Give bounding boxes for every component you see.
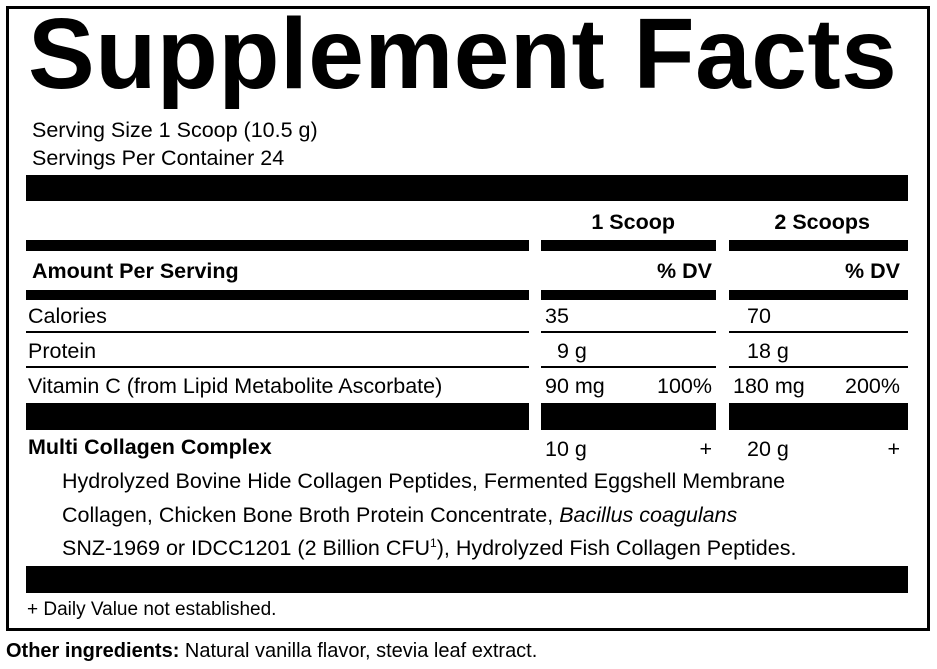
column-header-1-scoop: 1 Scoop [591,210,675,234]
row-divider [26,331,529,333]
other-ingredients-text: Natural vanilla flavor, stevia leaf extr… [179,640,538,662]
blend-dv-1: + [699,437,712,461]
blend-text: Collagen, Chicken Bone Broth Protein Con… [62,503,560,527]
amount-per-serving-label: Amount Per Serving [32,259,239,283]
footnote-marker: 1 [430,536,437,550]
column-header-2-scoops: 2 Scoops [774,210,870,234]
divider-bar [26,240,529,251]
servings-per-container: Servings Per Container 24 [32,146,285,170]
divider-bar [729,403,908,430]
divider-bar [541,403,716,430]
row-divider [729,366,908,368]
blend-ingredients-line: SNZ-1969 or IDCC1201 (2 Billion CFU1), H… [62,535,796,561]
divider-bar [26,290,529,300]
nutrient-amount-1: 90 mg [545,374,605,398]
row-divider [541,366,716,368]
nutrient-amount-2: 180 mg [733,374,805,398]
blend-text: ), Hydrolyzed Fish Collagen Peptides. [436,536,797,560]
blend-dv-2: + [887,437,900,461]
nutrient-name: Protein [28,339,97,363]
panel-title: Supplement Facts [28,0,898,110]
nutrient-amount-2: 70 [747,304,771,328]
supplement-facts-panel [6,6,930,631]
blend-text: SNZ-1969 or IDCC1201 (2 Billion CFU [62,536,431,560]
divider-bar [26,175,908,201]
divider-bar [541,290,716,300]
nutrient-amount-1: 35 [545,304,569,328]
other-ingredients-label: Other ingredients: [6,640,180,662]
blend-amount-1: 10 g [545,437,587,461]
divider-bar [541,240,716,251]
row-divider [541,331,716,333]
row-divider [729,331,908,333]
serving-size: Serving Size 1 Scoop (10.5 g) [32,118,318,142]
divider-bar [26,403,529,430]
blend-text-italic: Bacillus coagulans [559,503,738,527]
blend-ingredients-line: Hydrolyzed Bovine Hide Collagen Peptides… [62,469,786,493]
blend-amount-2: 20 g [747,437,789,461]
footnote: + Daily Value not established. [27,599,277,620]
blend-ingredients-line: Collagen, Chicken Bone Broth Protein Con… [62,502,737,528]
divider-bar [26,566,908,593]
dv-label-1: % DV [657,259,712,283]
nutrient-name: Calories [28,304,107,328]
dv-label-2: % DV [845,259,900,283]
nutrient-name: Vitamin C (from Lipid Metabolite Ascorba… [28,374,443,398]
nutrient-dv-1: 100% [657,374,712,398]
nutrient-amount-2: 18 g [747,339,789,363]
blend-name: Multi Collagen Complex [28,435,272,459]
other-ingredients: Other ingredients: Natural vanilla flavo… [6,638,537,664]
nutrient-amount-1: 9 g [557,339,587,363]
divider-bar [729,240,908,251]
row-divider [26,366,529,368]
divider-bar [729,290,908,300]
nutrient-dv-2: 200% [845,374,900,398]
